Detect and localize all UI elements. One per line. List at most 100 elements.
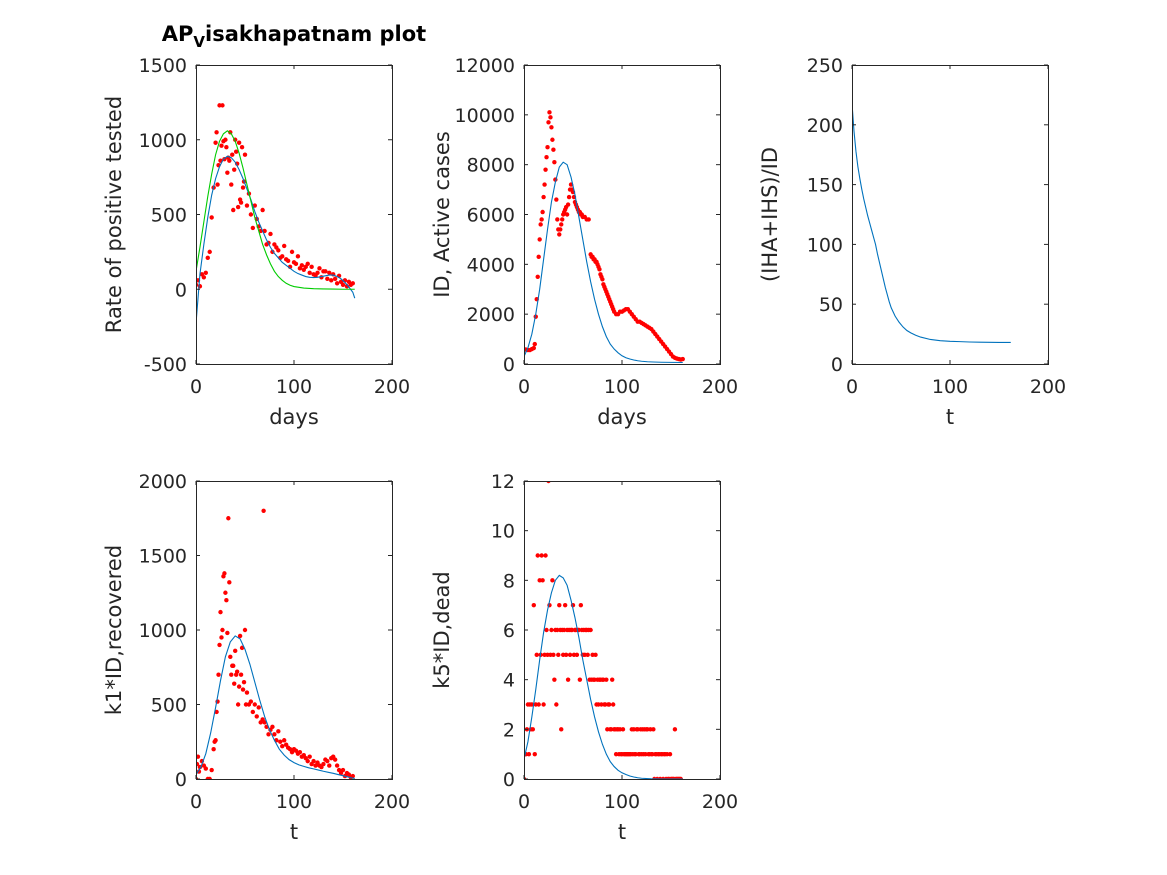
data-point [540,209,545,215]
subplot-5: 0 100 200 0 2 4 6 8 10 12 t k5*ID,dead [430,471,738,844]
data-point [311,758,316,764]
data-point [539,217,544,222]
x-axis-label: t [618,820,626,844]
data-point [236,140,242,145]
data-point [307,754,312,759]
data-point [240,687,246,692]
y-axis-label: k5*ID,dead [430,571,454,689]
y-tick-label: 4 [503,670,515,692]
data-point [297,749,303,755]
data-point [293,261,299,267]
x-axis-label: days [597,405,647,429]
y-tick-label: 6000 [467,205,515,227]
y-tick-label: 100 [807,234,843,256]
x-tick-label: 0 [518,791,530,813]
data-point [207,776,212,779]
data-point [280,744,285,749]
data-point [272,732,277,737]
data-point [557,232,562,237]
y-tick-label: 0 [503,769,515,791]
y-axis-label: k1*ID,recovered [102,545,126,715]
data-point [280,254,285,259]
data-point [282,243,287,249]
x-tick-label: 0 [190,791,202,813]
y-tick-label: 50 [819,294,843,316]
data-point [532,751,537,757]
data-point [205,255,210,261]
data-point [585,652,590,658]
data-point [543,553,548,558]
data-point [610,702,616,707]
data-point [237,633,243,639]
y-tick-label: 10000 [455,105,515,127]
data-point [550,137,555,142]
data-point [544,627,549,633]
data-point [244,690,250,695]
x-tick-label: 0 [190,376,202,398]
data-point [266,732,271,737]
data-point [201,275,207,280]
data-point [604,677,609,682]
data-point [600,277,605,282]
data-point [546,120,551,125]
y-tick-label: 1000 [139,620,187,642]
data-point [289,249,295,255]
y-tick-label: 1500 [139,546,187,568]
data-point [250,709,256,715]
y-tick-label: 0 [503,354,515,376]
data-point [214,130,219,135]
data-point [218,609,223,615]
data-point [250,225,256,231]
data-point [672,727,678,732]
data-point [565,202,571,207]
x-tick-label: 0 [518,376,530,398]
x-tick-label: 100 [604,791,640,813]
data-point [327,270,332,276]
data-point [220,103,225,108]
data-point [543,167,548,172]
data-point [329,278,334,283]
data-point [651,727,656,732]
y-tick-label: 2000 [139,471,187,493]
data-point [566,194,572,200]
data-point [295,254,301,259]
data-point [350,773,355,779]
data-point [551,147,556,152]
data-point [252,702,257,707]
data-point [254,714,259,719]
data-point [574,652,580,658]
data-point [239,145,245,150]
data-point [325,758,330,764]
data-point [559,222,564,227]
data-point [535,274,540,279]
data-point [248,699,254,704]
data-point [270,724,275,730]
data-point [541,194,546,200]
data-point [560,217,565,222]
data-point [229,672,234,677]
data-point [230,152,235,157]
y-tick-label: 0 [175,279,187,301]
data-point [340,767,346,773]
data-point [256,705,261,710]
data-point [334,281,340,286]
data-point [226,516,231,521]
data-point [530,727,536,732]
y-tick-label: 2000 [467,304,515,326]
x-axis-label: days [269,405,319,429]
data-point [350,281,355,286]
data-point [235,702,241,707]
data-point [549,125,554,130]
data-point [526,751,532,757]
data-point [344,284,350,289]
data-point [588,627,593,633]
data-point [547,110,552,115]
y-tick-label: 12000 [455,55,515,77]
data-point [315,270,320,276]
plot-data [196,103,356,324]
data-point [207,249,212,255]
data-point [578,602,584,608]
series-line-2 [524,574,683,779]
data-point [317,266,322,271]
x-axis-label: t [290,820,298,844]
